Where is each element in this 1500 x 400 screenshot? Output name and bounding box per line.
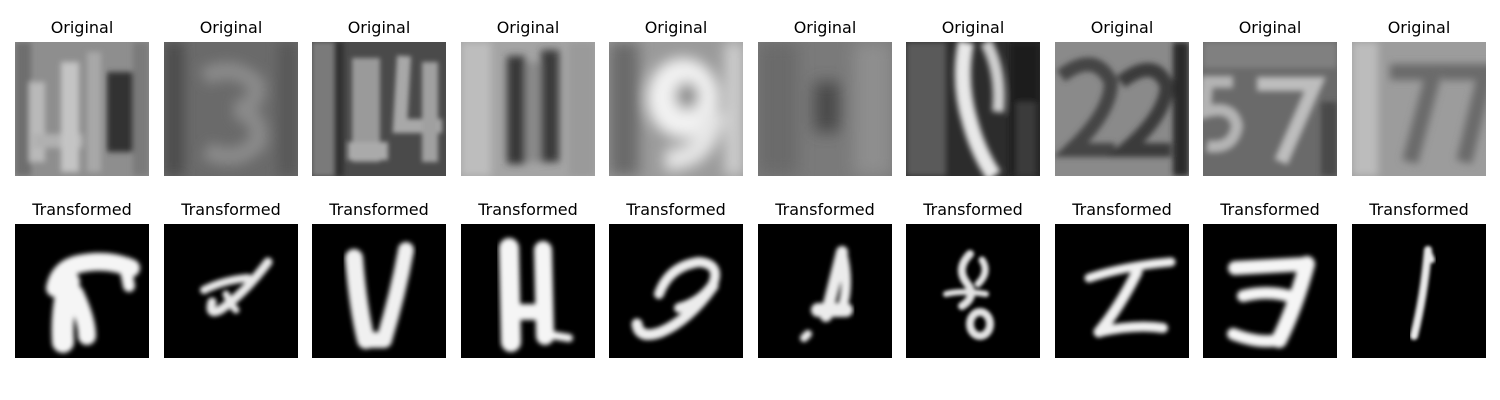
original-image-3	[312, 42, 446, 176]
original-title: Original	[199, 18, 263, 37]
transformed-image-10	[1352, 224, 1486, 358]
transformed-image-9	[1203, 224, 1337, 358]
original-cell-3: Original	[312, 18, 446, 178]
transformed-cell-5: Transformed	[609, 200, 743, 360]
transformed-title: Transformed	[478, 200, 578, 219]
transformed-title: Transformed	[181, 200, 281, 219]
original-image-1	[15, 42, 149, 176]
original-title: Original	[496, 18, 560, 37]
transformed-title: Transformed	[1072, 200, 1172, 219]
original-cell-9: Original	[1203, 18, 1337, 178]
transformed-title: Transformed	[923, 200, 1023, 219]
original-cell-6: Original	[758, 18, 892, 178]
transformed-title: Transformed	[329, 200, 429, 219]
transformed-image-4	[461, 224, 595, 358]
original-title: Original	[1238, 18, 1302, 37]
transformed-title: Transformed	[1369, 200, 1469, 219]
transformed-title: Transformed	[1220, 200, 1320, 219]
transformed-title: Transformed	[32, 200, 132, 219]
original-title: Original	[347, 18, 411, 37]
original-image-9	[1203, 42, 1337, 176]
transformed-image-8	[1055, 224, 1189, 358]
transformed-cell-10: Transformed	[1352, 200, 1486, 360]
original-cell-4: Original	[461, 18, 595, 178]
transformed-cell-1: Transformed	[15, 200, 149, 360]
original-title: Original	[50, 18, 114, 37]
original-image-10	[1352, 42, 1486, 176]
original-cell-10: Original	[1352, 18, 1486, 178]
original-title: Original	[1387, 18, 1451, 37]
transformed-image-6	[758, 224, 892, 358]
original-cell-2: Original	[164, 18, 298, 178]
transformed-cell-2: Transformed	[164, 200, 298, 360]
transformed-image-2	[164, 224, 298, 358]
original-cell-8: Original	[1055, 18, 1189, 178]
original-image-7	[906, 42, 1040, 176]
transformed-title: Transformed	[775, 200, 875, 219]
transformed-cell-6: Transformed	[758, 200, 892, 360]
original-image-8	[1055, 42, 1189, 176]
original-title: Original	[644, 18, 708, 37]
original-image-2	[164, 42, 298, 176]
original-cell-7: Original	[906, 18, 1040, 178]
transformed-image-1	[15, 224, 149, 358]
original-image-5	[609, 42, 743, 176]
original-title: Original	[793, 18, 857, 37]
transformed-cell-8: Transformed	[1055, 200, 1189, 360]
original-title: Original	[941, 18, 1005, 37]
original-cell-5: Original	[609, 18, 743, 178]
transformed-cell-4: Transformed	[461, 200, 595, 360]
transformed-cell-9: Transformed	[1203, 200, 1337, 360]
transformed-title: Transformed	[626, 200, 726, 219]
transformed-image-5	[609, 224, 743, 358]
transformed-cell-3: Transformed	[312, 200, 446, 360]
original-title: Original	[1090, 18, 1154, 37]
transformed-image-7	[906, 224, 1040, 358]
transformed-cell-7: Transformed	[906, 200, 1040, 360]
original-image-6	[758, 42, 892, 176]
original-cell-1: Original	[15, 18, 149, 178]
original-image-4	[461, 42, 595, 176]
transformed-image-3	[312, 224, 446, 358]
